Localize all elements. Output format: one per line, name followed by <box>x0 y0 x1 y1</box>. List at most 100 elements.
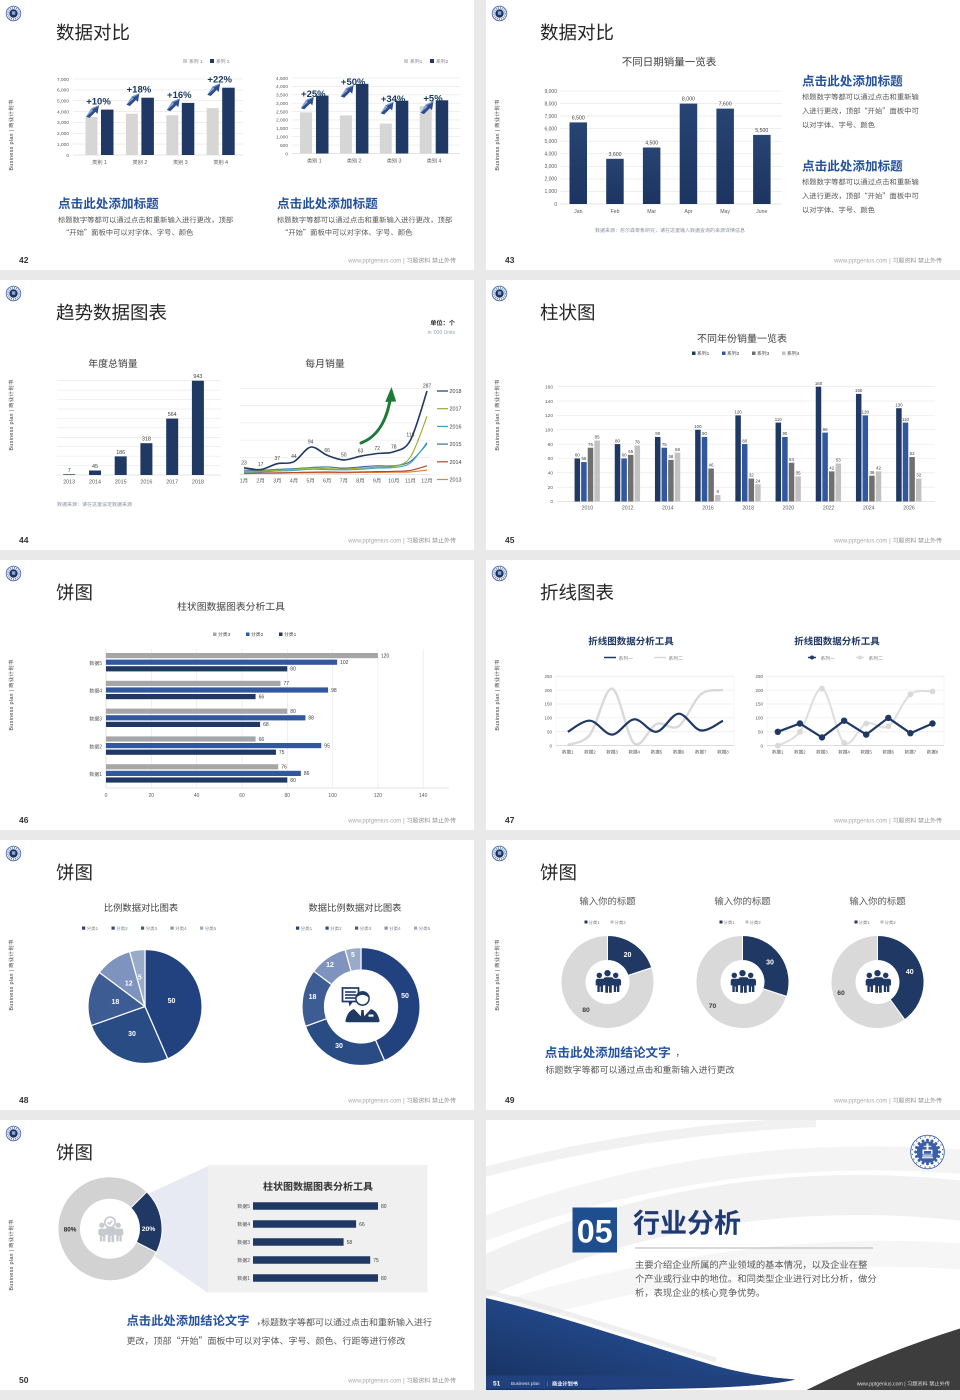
svg-text:77: 77 <box>284 680 290 687</box>
svg-text:Mar: Mar <box>647 208 656 215</box>
svg-text:Jan: Jan <box>574 208 582 215</box>
svg-text:51: 51 <box>493 1378 501 1388</box>
svg-text:30: 30 <box>128 1029 136 1039</box>
svg-text:类别 3: 类别 3 <box>387 158 402 165</box>
svg-text:120: 120 <box>374 792 383 799</box>
svg-text:柱状图: 柱状图 <box>540 299 596 325</box>
svg-text:主要介绍企业所属的产业领域的基本情况，以及企业在整: 主要介绍企业所属的产业领域的基本情况，以及企业在整 <box>635 1257 867 1271</box>
svg-text:类别 2: 类别 2 <box>347 158 362 165</box>
svg-text:60: 60 <box>239 792 245 799</box>
svg-text:130: 130 <box>895 402 903 408</box>
svg-text:数据来源：尼尔森零售研究，请在这里输入数据查询的来源详情信息: 数据来源：尼尔森零售研究，请在这里输入数据查询的来源详情信息 <box>595 227 745 234</box>
svg-text:24: 24 <box>755 479 760 485</box>
svg-text:2017: 2017 <box>450 405 462 413</box>
svg-text:Feb: Feb <box>611 208 620 215</box>
svg-text:2020: 2020 <box>783 505 795 512</box>
svg-text:2018: 2018 <box>450 387 462 395</box>
svg-text:分类1: 分类1 <box>301 926 313 932</box>
svg-text:分类3: 分类3 <box>146 926 158 932</box>
svg-text:68: 68 <box>263 721 269 728</box>
svg-text:18: 18 <box>309 992 317 1002</box>
svg-text:85: 85 <box>595 435 600 441</box>
svg-text:50: 50 <box>547 730 553 736</box>
svg-text:+16%: +16% <box>167 87 192 101</box>
svg-text:类别 2: 类别 2 <box>133 159 148 166</box>
svg-text:80: 80 <box>381 1275 387 1282</box>
svg-text:2015: 2015 <box>450 440 462 448</box>
svg-text:6月: 6月 <box>323 477 331 485</box>
svg-text:分类4: 分类4 <box>175 926 187 932</box>
svg-text:78: 78 <box>391 443 397 450</box>
svg-text:120: 120 <box>545 412 553 419</box>
svg-text:3,000: 3,000 <box>57 119 69 126</box>
svg-text:5月: 5月 <box>306 477 314 485</box>
svg-text:Business plan | 商业计划书: Business plan | 商业计划书 <box>493 659 501 731</box>
svg-text:June: June <box>756 208 767 215</box>
svg-text:+34%: +34% <box>381 91 406 105</box>
svg-text:37: 37 <box>275 455 281 462</box>
svg-text:饼图: 饼图 <box>56 1139 93 1165</box>
svg-text:5,000: 5,000 <box>57 98 69 105</box>
svg-text:50: 50 <box>19 1374 29 1386</box>
svg-text:2018: 2018 <box>192 478 204 486</box>
svg-text:www.pptgenius.com | 习题资料 禁止外传: www.pptgenius.com | 习题资料 禁止外传 <box>833 256 942 265</box>
svg-text:1月: 1月 <box>240 477 248 485</box>
svg-text:118: 118 <box>406 432 414 439</box>
svg-text:系列1: 系列1 <box>697 350 710 357</box>
svg-text:系列一: 系列一 <box>821 655 836 662</box>
svg-text:60: 60 <box>548 455 554 462</box>
svg-text:564: 564 <box>168 410 177 418</box>
svg-text:数据5: 数据5 <box>89 660 102 667</box>
svg-text:入进行更改，顶部“开始”面板中可: 入进行更改，顶部“开始”面板中可 <box>802 107 919 117</box>
svg-text:数据1: 数据1 <box>562 750 574 756</box>
svg-text:2,000: 2,000 <box>57 130 69 137</box>
svg-text:输入你的标题: 输入你的标题 <box>849 894 906 908</box>
svg-text:30: 30 <box>335 1041 343 1051</box>
svg-text:1,000: 1,000 <box>57 141 69 148</box>
svg-text:2,500: 2,500 <box>276 108 288 115</box>
svg-text:42: 42 <box>876 466 881 472</box>
svg-text:186: 186 <box>116 448 125 456</box>
svg-text:数据5: 数据5 <box>860 750 872 756</box>
svg-text:“开始”面板中可以对字体、字号、颜色: “开始”面板中可以对字体、字号、颜色 <box>62 228 194 238</box>
svg-text:系列二: 系列二 <box>869 655 884 662</box>
svg-text:2024: 2024 <box>863 505 875 512</box>
svg-text:3,500: 3,500 <box>276 92 288 99</box>
svg-text:80: 80 <box>615 438 620 444</box>
svg-text:0: 0 <box>105 792 108 799</box>
svg-text:趋势数据图表: 趋势数据图表 <box>56 299 167 325</box>
svg-text:80: 80 <box>582 1004 590 1014</box>
svg-text:系列4: 系列4 <box>787 350 800 357</box>
svg-text:80: 80 <box>548 441 554 448</box>
svg-text:系列3: 系列3 <box>757 350 770 357</box>
svg-text:饼图: 饼图 <box>56 579 93 605</box>
svg-text:7,600: 7,600 <box>719 101 732 108</box>
svg-text:数据6: 数据6 <box>673 750 685 756</box>
svg-text:287: 287 <box>423 383 432 390</box>
svg-text:5: 5 <box>138 973 142 983</box>
svg-text:5: 5 <box>351 950 355 960</box>
svg-text:160: 160 <box>815 381 823 387</box>
svg-text:23: 23 <box>241 459 247 466</box>
svg-text:4月: 4月 <box>290 477 298 485</box>
svg-text:42: 42 <box>19 254 29 266</box>
svg-text:系列 2: 系列 2 <box>216 58 230 65</box>
svg-text:www.pptgenius.com | 习题资料 禁止外传: www.pptgenius.com | 习题资料 禁止外传 <box>347 256 456 265</box>
svg-text:65: 65 <box>628 449 633 455</box>
svg-text:66: 66 <box>259 736 265 743</box>
svg-text:2,000: 2,000 <box>276 117 288 124</box>
svg-text:140: 140 <box>545 398 553 405</box>
svg-text:，: ， <box>257 1315 266 1328</box>
svg-text:类别 4: 类别 4 <box>213 159 228 166</box>
svg-text:40: 40 <box>194 792 200 799</box>
svg-text:4,000: 4,000 <box>57 108 69 115</box>
svg-text:160: 160 <box>545 383 553 390</box>
svg-text:数据来源：请在这里设定数据来源: 数据来源：请在这里设定数据来源 <box>57 501 132 508</box>
svg-text:250: 250 <box>755 674 763 680</box>
svg-text:3,600: 3,600 <box>609 151 622 158</box>
svg-text:数据2: 数据2 <box>794 750 806 756</box>
svg-text:7: 7 <box>68 466 71 474</box>
svg-text:分类1: 分类1 <box>284 631 297 638</box>
svg-text:+50%: +50% <box>341 74 366 88</box>
svg-text:76: 76 <box>281 764 287 771</box>
